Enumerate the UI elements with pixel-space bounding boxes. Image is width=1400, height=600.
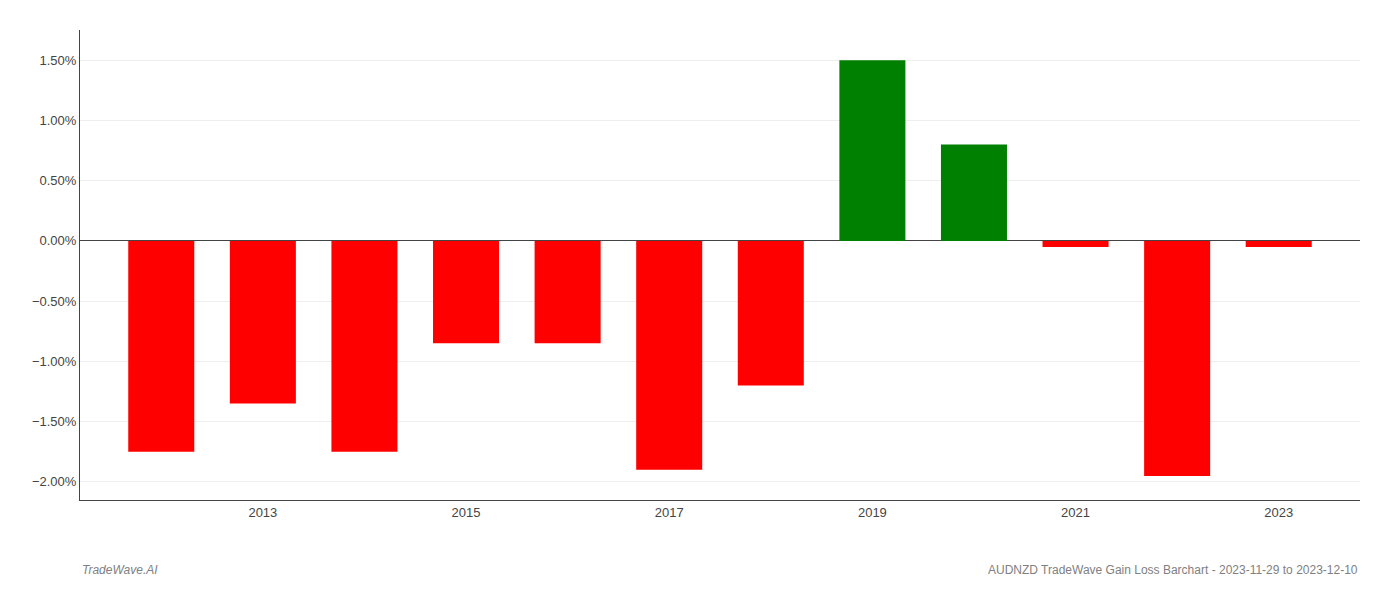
svg-text:1.50%: 1.50% xyxy=(40,53,77,68)
svg-text:2021: 2021 xyxy=(1061,505,1090,520)
svg-text:2019: 2019 xyxy=(858,505,887,520)
svg-text:TradeWave.AI: TradeWave.AI xyxy=(82,563,158,577)
svg-text:1.00%: 1.00% xyxy=(40,113,77,128)
svg-text:2013: 2013 xyxy=(248,505,277,520)
svg-text:2015: 2015 xyxy=(452,505,481,520)
svg-text:−1.00%: −1.00% xyxy=(32,354,77,369)
svg-text:0.50%: 0.50% xyxy=(40,173,77,188)
svg-text:−2.00%: −2.00% xyxy=(32,474,77,489)
svg-text:−0.50%: −0.50% xyxy=(32,294,77,309)
svg-text:−1.50%: −1.50% xyxy=(32,414,77,429)
svg-text:0.00%: 0.00% xyxy=(40,233,77,248)
svg-text:AUDNZD TradeWave Gain Loss Bar: AUDNZD TradeWave Gain Loss Barchart - 20… xyxy=(988,563,1358,577)
svg-text:2017: 2017 xyxy=(655,505,684,520)
svg-text:2023: 2023 xyxy=(1264,505,1293,520)
